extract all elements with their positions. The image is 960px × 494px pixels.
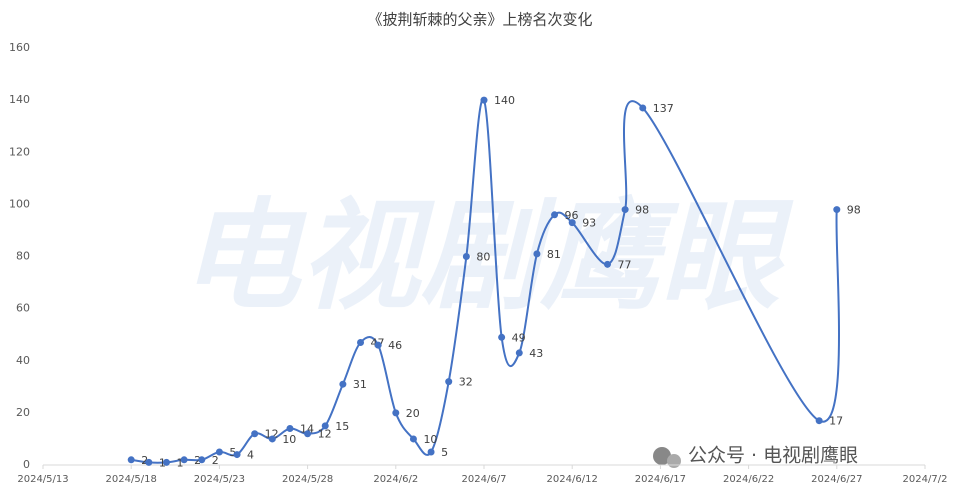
point	[321, 422, 329, 430]
value-label: 137	[653, 102, 674, 115]
y-tick-label: 0	[23, 458, 30, 471]
point	[357, 339, 365, 347]
point	[445, 378, 453, 386]
point	[568, 219, 576, 227]
point	[339, 380, 347, 388]
x-tick-label: 2024/6/12	[547, 474, 598, 485]
value-label: 20	[406, 407, 420, 420]
value-label: 5	[441, 446, 448, 459]
point	[162, 458, 170, 466]
point	[198, 456, 206, 464]
value-label: 17	[829, 415, 843, 428]
y-tick-label: 160	[9, 41, 30, 54]
point	[286, 425, 294, 433]
y-tick-label: 40	[16, 354, 30, 367]
value-label: 31	[353, 378, 367, 391]
background-watermark: 电视剧鹰眼	[180, 188, 794, 327]
point	[251, 430, 259, 438]
value-label: 140	[494, 94, 515, 107]
point	[533, 250, 541, 258]
x-tick-label: 2024/5/23	[194, 474, 245, 485]
y-tick-label: 60	[16, 302, 30, 315]
value-label: 1	[159, 456, 166, 469]
value-label: 46	[388, 339, 402, 352]
value-label: 12	[318, 428, 332, 441]
point	[374, 341, 382, 349]
value-label: 81	[547, 248, 561, 261]
value-label: 15	[335, 420, 349, 433]
value-label: 10	[282, 433, 296, 446]
x-tick-label: 2024/6/2	[373, 474, 418, 485]
point	[639, 104, 647, 112]
point	[551, 211, 559, 219]
point	[145, 458, 153, 466]
point	[215, 448, 223, 456]
value-label: 80	[476, 251, 490, 264]
y-tick-label: 140	[9, 93, 30, 106]
value-label: 2	[141, 454, 148, 467]
point	[621, 206, 629, 214]
point	[603, 260, 611, 268]
y-tick-label: 20	[16, 406, 30, 419]
value-label: 32	[459, 376, 473, 389]
point	[498, 333, 506, 341]
y-tick-label: 80	[16, 250, 30, 263]
point	[515, 349, 523, 357]
x-tick-label: 2024/5/18	[106, 474, 157, 485]
value-label: 4	[247, 449, 254, 462]
point	[304, 430, 312, 438]
x-tick-label: 2024/5/13	[17, 474, 68, 485]
value-label: 98	[847, 204, 861, 217]
point	[233, 451, 241, 459]
point	[480, 96, 488, 104]
point	[427, 448, 435, 456]
value-label: 96	[565, 209, 579, 222]
value-label: 98	[635, 204, 649, 217]
value-label: 2	[194, 454, 201, 467]
y-tick-label: 100	[9, 197, 30, 210]
value-label: 2	[212, 454, 219, 467]
y-tick-label: 120	[9, 145, 30, 158]
x-tick-label: 2024/6/27	[811, 474, 862, 485]
x-tick-label: 2024/6/22	[723, 474, 774, 485]
x-tick-label: 2024/7/2	[903, 474, 948, 485]
value-label: 1	[176, 456, 183, 469]
point	[462, 253, 470, 260]
x-tick-label: 2024/6/17	[635, 474, 686, 485]
value-label: 93	[582, 217, 596, 230]
x-tick-label: 2024/6/7	[462, 474, 507, 485]
value-label: 49	[512, 331, 526, 344]
point	[815, 417, 823, 425]
point	[180, 456, 188, 464]
value-label: 77	[617, 258, 631, 271]
value-label: 43	[529, 347, 543, 360]
point	[833, 206, 841, 214]
watermark: 公众号 · 电视剧鹰眼	[688, 445, 858, 467]
value-label: 10	[423, 433, 437, 446]
point	[127, 456, 135, 464]
point	[409, 435, 417, 443]
chart-title: 《披荆斩棘的父亲》上榜名次变化	[367, 11, 592, 29]
value-label: 5	[229, 446, 236, 459]
point	[392, 409, 400, 417]
point	[268, 435, 276, 443]
x-tick-label: 2024/5/28	[282, 474, 333, 485]
